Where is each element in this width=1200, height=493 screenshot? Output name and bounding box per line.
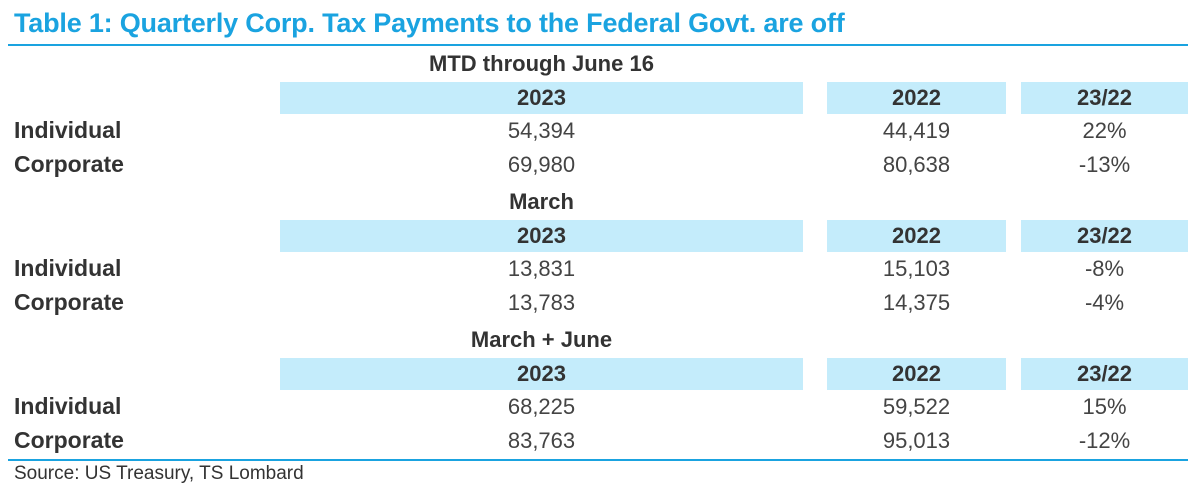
table-title: Table 1: Quarterly Corp. Tax Payments to… [14,8,845,39]
cell-2023: 83,763 [280,428,803,454]
header-2023-label: 2023 [517,361,566,387]
header-2023-label: 2023 [517,85,566,111]
cell-2023: 69,980 [280,152,803,178]
header-ratio-label: 23/22 [1077,223,1132,249]
cell-2023: 13,783 [280,290,803,316]
cell-2023: 54,394 [280,118,803,144]
header-2022-label: 2022 [892,361,941,387]
header-2023-label: 2023 [517,223,566,249]
header-ratio: 23/22 [1021,82,1188,114]
source-rule [8,459,1188,461]
cell-2022: 80,638 [827,152,1006,178]
cell-ratio: -12% [1021,428,1188,454]
row-label: Individual [14,255,121,282]
header-ratio-label: 23/22 [1077,85,1132,111]
header-2023: 2023 [280,82,803,114]
header-2022: 2022 [827,82,1006,114]
cell-ratio: 22% [1021,118,1188,144]
section-title-march-june: March + June [280,327,803,353]
cell-2022: 59,522 [827,394,1006,420]
title-rule [8,44,1188,46]
cell-ratio: 15% [1021,394,1188,420]
header-ratio-label: 23/22 [1077,361,1132,387]
header-ratio: 23/22 [1021,220,1188,252]
section-title-mtd: MTD through June 16 [280,51,803,77]
row-label: Corporate [14,289,124,316]
section-title-march: March [280,189,803,215]
header-2022-label: 2022 [892,223,941,249]
cell-2022: 14,375 [827,290,1006,316]
cell-2022: 95,013 [827,428,1006,454]
cell-2023: 68,225 [280,394,803,420]
cell-2022: 44,419 [827,118,1006,144]
header-ratio: 23/22 [1021,358,1188,390]
row-label: Corporate [14,427,124,454]
header-2022: 2022 [827,220,1006,252]
cell-2022: 15,103 [827,256,1006,282]
row-label: Individual [14,117,121,144]
cell-2023: 13,831 [280,256,803,282]
row-label: Corporate [14,151,124,178]
header-2022: 2022 [827,358,1006,390]
header-2022-label: 2022 [892,85,941,111]
header-2023: 2023 [280,358,803,390]
header-2023: 2023 [280,220,803,252]
cell-ratio: -4% [1021,290,1188,316]
row-label: Individual [14,393,121,420]
source-note: Source: US Treasury, TS Lombard [14,463,304,485]
cell-ratio: -13% [1021,152,1188,178]
cell-ratio: -8% [1021,256,1188,282]
